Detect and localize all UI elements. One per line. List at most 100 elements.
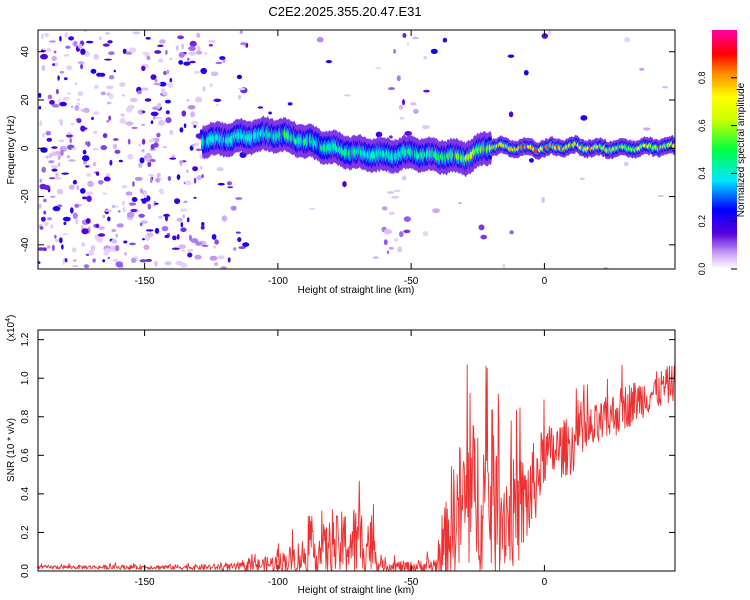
- heatmap-cell: [86, 40, 94, 44]
- heatmap-cell: [399, 116, 405, 120]
- heatmap-cell: [344, 94, 351, 97]
- heatmap-cell: [189, 60, 196, 64]
- heatmap-cell: [119, 82, 126, 87]
- heatmap-cell: [163, 92, 168, 96]
- snr-frame: [37, 329, 676, 572]
- heatmap-cell: [59, 35, 62, 42]
- heatmap-cell: [66, 134, 73, 138]
- heatmap-cell: [103, 252, 109, 256]
- heatmap-cell: [186, 99, 190, 102]
- heatmap-cell: [402, 33, 407, 38]
- heatmap-cell: [393, 189, 401, 193]
- heatmap-cell: [100, 145, 108, 151]
- heatmap-cell: [71, 247, 77, 253]
- heatmap-cell: [188, 234, 192, 241]
- heatmap-cell: [193, 70, 201, 74]
- heatmap-cell: [154, 260, 159, 267]
- heatmap-cell: [208, 43, 213, 47]
- heatmap-cell: [138, 213, 145, 218]
- x-tick-label: -100: [268, 276, 288, 287]
- heatmap-cell: [49, 100, 55, 105]
- heatmap-cell: [122, 206, 126, 213]
- heatmap-cell: [165, 215, 168, 222]
- heatmap-cell: [458, 202, 462, 205]
- heatmap-cell: [190, 238, 199, 244]
- heatmap-cell: [120, 113, 125, 117]
- heatmap-cell: [227, 186, 234, 189]
- y-tick-label: 0.6: [20, 448, 31, 462]
- heatmap-cell: [141, 148, 145, 153]
- heatmap-cell: [149, 148, 156, 151]
- heatmap-cell: [111, 238, 118, 244]
- heatmap-cell: [86, 172, 92, 177]
- heatmap-cell: [508, 111, 514, 118]
- heatmap-cell: [96, 171, 100, 176]
- heatmap-cell: [541, 196, 545, 204]
- heatmap-cell: [325, 60, 332, 64]
- heatmap-cell: [102, 214, 106, 219]
- heatmap-cell: [158, 215, 163, 219]
- heatmap-cell: [174, 198, 181, 205]
- heatmap-cell: [68, 159, 76, 162]
- heatmap-cell: [430, 48, 438, 55]
- heatmap-cell: [53, 176, 62, 180]
- heatmap-cell: [169, 157, 177, 160]
- heatmap-cell: [72, 212, 78, 219]
- snr-x-ticks: -150 -100 -50 0: [135, 330, 548, 588]
- heatmap-cell: [230, 205, 237, 211]
- heatmap-cell: [209, 83, 213, 88]
- heatmap-cell: [186, 169, 189, 173]
- heatmap-cell: [112, 259, 118, 262]
- heatmap-cell: [58, 119, 64, 122]
- heatmap-cell: [46, 137, 53, 142]
- x-tick-label: -150: [135, 276, 155, 287]
- heatmap-cell: [141, 110, 146, 113]
- heatmap-cell: [92, 258, 96, 263]
- heatmap-cell: [80, 188, 86, 194]
- heatmap-cell: [149, 177, 153, 184]
- heatmap-cell: [134, 176, 143, 181]
- heatmap-cell: [65, 45, 71, 49]
- heatmap-cell: [215, 61, 223, 65]
- heatmap-cell: [141, 123, 146, 126]
- heatmap-cell: [62, 216, 71, 222]
- heatmap-cell: [181, 43, 184, 50]
- heatmap-cell: [57, 98, 61, 104]
- heatmap-cell: [132, 31, 141, 35]
- heatmap-cell: [235, 197, 243, 200]
- colorbar-ticks: 0.0 0.2 0.4 0.6 0.8: [697, 72, 737, 275]
- heatmap-cell: [82, 196, 87, 200]
- heatmap-cell: [187, 105, 196, 110]
- heatmap-cell: [50, 164, 59, 169]
- heatmap-cell: [196, 50, 203, 55]
- heatmap-cell: [49, 177, 56, 180]
- heatmap-cell: [80, 108, 84, 112]
- heatmap-cell: [242, 242, 250, 247]
- heatmap-cell: [107, 216, 111, 222]
- heatmap-cell: [176, 217, 183, 222]
- heatmap-cell: [158, 58, 164, 63]
- heatmap-cell: [150, 74, 157, 80]
- heatmap-cell: [268, 111, 272, 115]
- heatmap-cell: [82, 149, 87, 155]
- heatmap-cell: [141, 200, 147, 204]
- heatmap-cell: [119, 117, 126, 124]
- heatmap-cell: [69, 137, 72, 144]
- heatmap-cell: [182, 214, 185, 219]
- y-tick-label: -20: [20, 189, 31, 204]
- heatmap-cell: [77, 90, 84, 97]
- heatmap-cell: [412, 36, 419, 40]
- heatmap-cell: [175, 45, 179, 51]
- heatmap-cell: [381, 206, 388, 211]
- heatmap-cell: [54, 234, 57, 239]
- heatmap-cell: [204, 52, 208, 55]
- heatmap-cell: [90, 245, 96, 251]
- heatmap-cell: [43, 185, 51, 190]
- heatmap-cell: [183, 61, 191, 66]
- heatmap-cell: [141, 138, 146, 145]
- heatmap-cell: [74, 203, 80, 208]
- heatmap-cell: [217, 182, 225, 186]
- heatmap-cell: [187, 57, 190, 61]
- heatmap-cell: [85, 165, 90, 168]
